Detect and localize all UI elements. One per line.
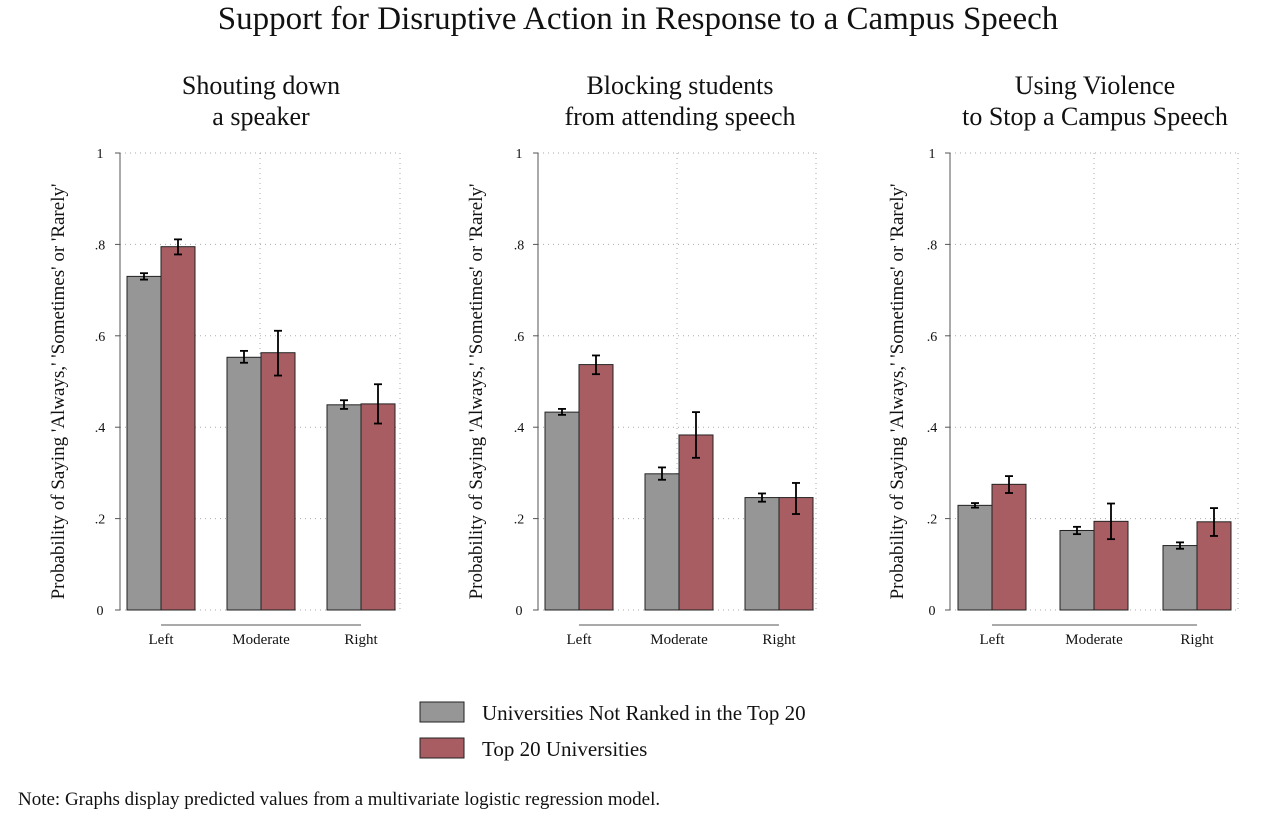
error-bar xyxy=(692,411,700,459)
y-tick-label: .8 xyxy=(514,238,525,253)
bar-not-top20-right xyxy=(326,404,362,611)
y-tick-label: .2 xyxy=(95,513,106,528)
y-tick-label: 1 xyxy=(97,147,104,162)
bar-top20-left xyxy=(160,246,196,611)
y-tick-label: 0 xyxy=(516,604,523,619)
y-tick-label: .4 xyxy=(514,421,525,436)
error-bar xyxy=(971,502,979,509)
error-bar xyxy=(792,482,800,515)
error-bar xyxy=(758,492,766,503)
error-bar xyxy=(140,272,148,281)
panel-title-line: to Stop a Campus Speech xyxy=(962,102,1228,131)
error-bar xyxy=(1005,475,1013,494)
y-tick-label: .8 xyxy=(95,238,106,253)
chart-title: Support for Disruptive Action in Respons… xyxy=(218,1,1059,37)
bar-not-top20-right xyxy=(744,497,780,611)
y-tick-label: .4 xyxy=(927,421,938,436)
x-tick-label: Right xyxy=(762,632,796,648)
error-bar xyxy=(240,349,248,364)
bar-not-top20-left xyxy=(957,504,993,611)
y-tick-label: 0 xyxy=(929,604,936,619)
bar-top20-left xyxy=(578,364,614,611)
panel-title-line: a speaker xyxy=(212,102,310,131)
x-tick-label: Left xyxy=(567,632,593,648)
bar-not-top20-moderate xyxy=(226,356,262,611)
y-tick-label: .6 xyxy=(927,330,938,345)
y-tick-label: .8 xyxy=(927,238,938,253)
x-tick-label: Moderate xyxy=(1065,632,1123,648)
bar-not-top20-left xyxy=(544,411,580,611)
legend-label-top20: Top 20 Universities xyxy=(482,737,647,761)
y-tick-label: 0 xyxy=(97,604,104,619)
error-bar xyxy=(1073,525,1081,536)
error-bar xyxy=(174,238,182,256)
bar-not-top20-moderate xyxy=(1059,529,1095,611)
error-bar xyxy=(340,399,348,410)
y-tick-label: .2 xyxy=(927,513,938,528)
y-tick-label: .6 xyxy=(95,330,106,345)
x-tick-label: Right xyxy=(344,632,378,648)
x-tick-label: Right xyxy=(1180,632,1214,648)
panel-title-line: Using Violence xyxy=(1015,71,1175,100)
y-axis-label: Probability of Saying 'Always,' 'Sometim… xyxy=(887,184,908,600)
bar-top20-moderate xyxy=(260,352,296,611)
bar-top20-right xyxy=(360,403,396,611)
legend-swatch-not-top20 xyxy=(419,701,465,723)
error-bar xyxy=(374,383,382,425)
x-tick-label: Moderate xyxy=(232,632,290,648)
y-tick-label: 1 xyxy=(929,147,936,162)
bar-not-top20-left xyxy=(126,275,162,611)
y-tick-label: .2 xyxy=(514,513,525,528)
y-axis-label: Probability of Saying 'Always,' 'Sometim… xyxy=(466,184,487,600)
panel-title-line: from attending speech xyxy=(564,102,795,131)
bar-not-top20-moderate xyxy=(644,473,680,611)
error-bar xyxy=(558,408,566,416)
error-bar xyxy=(274,329,282,377)
error-bar xyxy=(592,354,600,376)
legend: Universities Not Ranked in the Top 20 To… xyxy=(419,701,806,761)
panel-title-line: Shouting down xyxy=(182,71,340,100)
bar-top20-moderate xyxy=(678,434,714,611)
x-tick-label: Moderate xyxy=(650,632,708,648)
error-bar xyxy=(1176,541,1184,550)
y-axis-label: Probability of Saying 'Always,' 'Sometim… xyxy=(48,184,69,600)
y-tick-label: .6 xyxy=(514,330,525,345)
y-tick-label: 1 xyxy=(516,147,523,162)
legend-label-not-top20: Universities Not Ranked in the Top 20 xyxy=(482,701,806,725)
bar-top20-left xyxy=(991,483,1027,611)
error-bar xyxy=(1107,502,1115,541)
legend-swatch-top20 xyxy=(419,737,465,759)
y-tick-label: .4 xyxy=(95,421,106,436)
bar-top20-right xyxy=(778,497,814,611)
chart-note: Note: Graphs display predicted values fr… xyxy=(18,789,660,810)
error-bar xyxy=(658,466,666,481)
error-bar xyxy=(1210,507,1218,537)
panel-title-line: Blocking students xyxy=(586,71,773,100)
x-tick-label: Left xyxy=(149,632,175,648)
x-tick-label: Left xyxy=(980,632,1006,648)
bar-not-top20-right xyxy=(1162,545,1198,611)
